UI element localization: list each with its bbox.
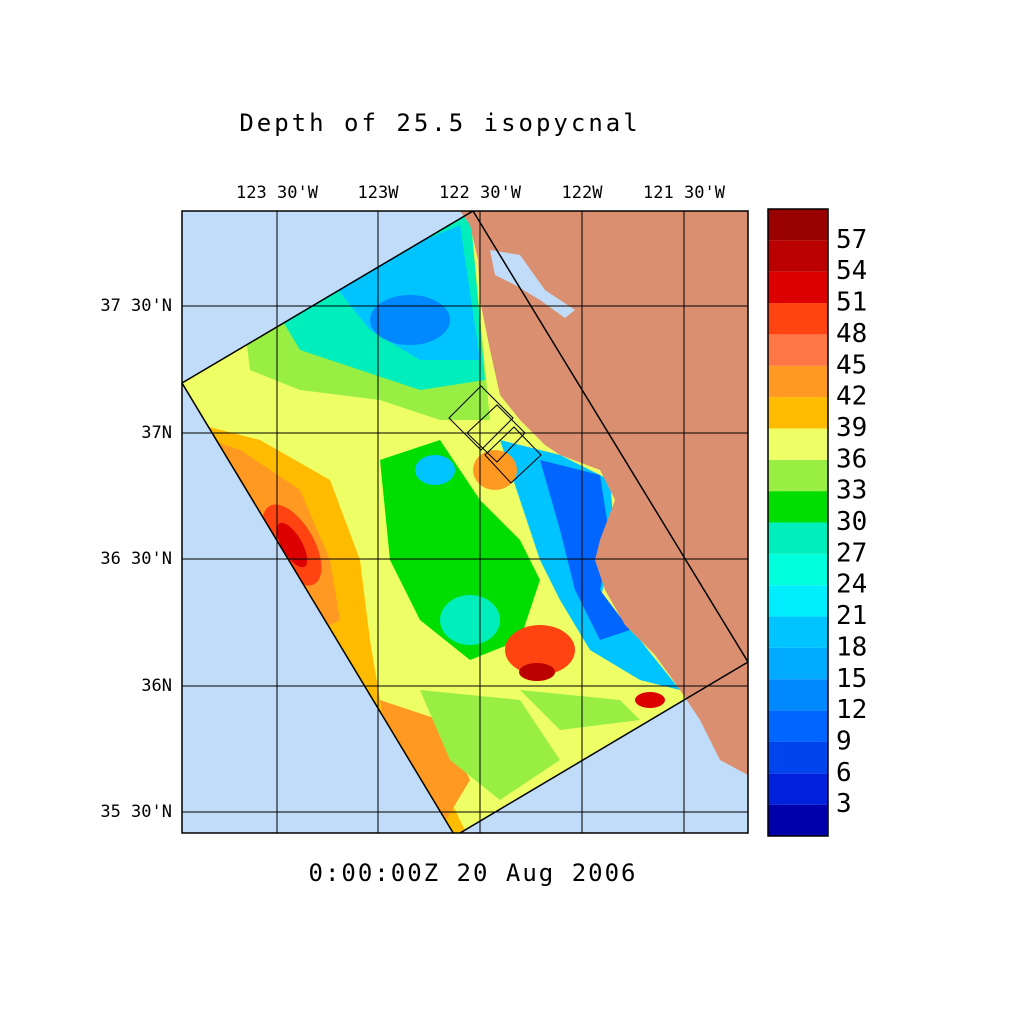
lat-label: 37 30'N	[100, 296, 172, 316]
colorbar-band	[768, 647, 828, 680]
map-area	[182, 211, 748, 833]
colorbar-label: 51	[836, 288, 867, 318]
nest-outline	[484, 426, 542, 484]
lat-label: 35 30'N	[100, 802, 172, 822]
lat-label: 37N	[141, 423, 172, 443]
colorbar-band	[768, 553, 828, 586]
colorbar-label: 18	[836, 632, 867, 662]
colorbar-label: 57	[836, 225, 867, 255]
colorbar-band	[768, 397, 828, 429]
colorbar-label: 54	[836, 256, 867, 286]
colorbar-band	[768, 365, 828, 398]
colorbar-band	[768, 271, 828, 304]
colorbar-label: 12	[836, 695, 867, 725]
land	[460, 211, 748, 775]
colorbar-label: 3	[836, 789, 852, 819]
colorbar-label: 24	[836, 570, 867, 600]
colorbar-band	[768, 522, 828, 554]
colorbar-label: 39	[836, 413, 867, 443]
lon-label: 123 30'W	[236, 183, 319, 203]
map-frame	[181, 210, 749, 834]
bay	[490, 250, 575, 318]
lat-labels: 37 30'N 37N 36 30'N 36N 35 30'N	[100, 296, 172, 822]
colorbar-band	[768, 585, 828, 617]
colorbar-band	[768, 209, 828, 241]
lon-label: 122 30'W	[439, 183, 522, 203]
colorbar-band	[768, 459, 828, 492]
colorbar-band	[768, 679, 828, 711]
colorbar-band	[768, 491, 828, 523]
colorbar-label: 27	[836, 538, 867, 568]
lon-label: 121 30'W	[643, 183, 726, 203]
lat-label: 36 30'N	[100, 549, 172, 569]
colorbar-label: 21	[836, 601, 867, 631]
colorbar-label: 45	[836, 350, 867, 380]
colorbar-band	[768, 741, 828, 774]
lon-labels: 123 30'W 123W 122 30'W 122W 121 30'W	[236, 183, 726, 203]
colorbar-label: 6	[836, 758, 852, 788]
colorbar-band	[768, 804, 828, 836]
colorbar-band	[768, 616, 828, 648]
colorbar-band	[768, 710, 828, 742]
colorbar-band	[768, 428, 828, 460]
colorbar-label: 42	[836, 382, 867, 412]
nest-outline	[448, 385, 514, 451]
colorbar-frame	[767, 208, 829, 837]
lon-label: 122W	[562, 183, 604, 203]
map-title: Depth of 25.5 isopycnal	[239, 109, 640, 137]
colorbar-label: 36	[836, 444, 867, 474]
colorbar-band	[768, 773, 828, 805]
colorbar-band	[768, 334, 828, 366]
graticule	[182, 211, 748, 833]
lon-label: 123W	[358, 183, 400, 203]
timestamp: 0:00:00Z 20 Aug 2006	[309, 859, 638, 887]
colorbar-label: 9	[836, 726, 852, 756]
colorbar-band	[768, 240, 828, 272]
colorbar-label: 15	[836, 664, 867, 694]
colorbar-label: 30	[836, 507, 867, 537]
domain-outline	[182, 211, 748, 833]
colorbar-band	[768, 303, 828, 335]
lat-label: 36N	[141, 676, 172, 696]
colorbar-label: 33	[836, 476, 867, 506]
colorbar-label: 48	[836, 319, 867, 349]
